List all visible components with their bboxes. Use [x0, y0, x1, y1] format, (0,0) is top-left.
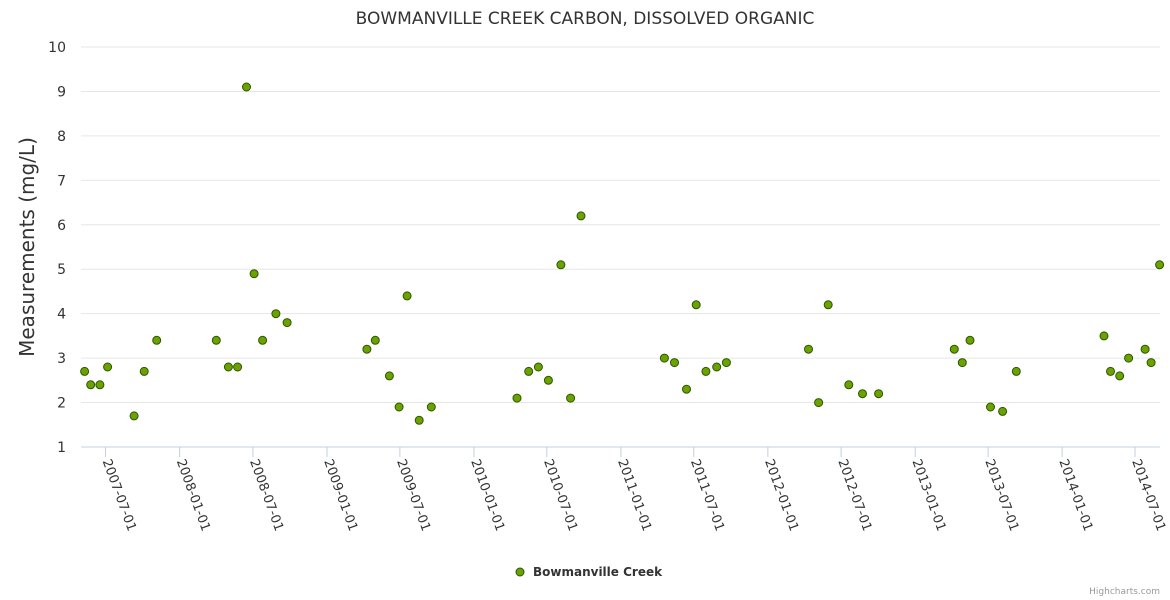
data-point[interactable]	[223, 362, 233, 372]
data-point[interactable]	[86, 380, 96, 390]
data-point[interactable]	[682, 384, 691, 394]
data-point[interactable]	[384, 371, 394, 381]
x-tick-label: 2008-01-01	[173, 457, 213, 533]
data-point[interactable]	[139, 366, 149, 376]
data-point[interactable]	[1099, 331, 1109, 341]
data-point[interactable]	[258, 335, 268, 345]
data-point[interactable]	[402, 291, 412, 301]
y-tick-label: 2	[57, 396, 66, 412]
x-tick-label: 2009-01-01	[320, 457, 360, 533]
data-point[interactable]	[712, 362, 722, 372]
legend-marker	[515, 567, 525, 577]
data-point[interactable]	[844, 380, 854, 390]
data-point[interactable]	[152, 335, 162, 345]
data-point[interactable]	[103, 362, 113, 372]
data-point[interactable]	[721, 358, 731, 368]
data-point[interactable]	[576, 211, 586, 221]
data-point[interactable]	[282, 318, 292, 328]
chart-title: BOWMANVILLE CREEK CARBON, DISSOLVED ORGA…	[356, 9, 815, 29]
data-point[interactable]	[670, 358, 679, 368]
y-tick-label: 3	[57, 351, 66, 367]
grid-lines	[81, 46, 1160, 448]
x-tick-label: 2010-07-01	[540, 457, 580, 533]
data-point[interactable]	[271, 309, 281, 319]
x-tick-label: 2011-07-01	[687, 457, 727, 533]
data-point[interactable]	[949, 344, 959, 354]
data-point[interactable]	[512, 393, 522, 403]
data-points	[80, 82, 1165, 425]
data-point[interactable]	[249, 269, 259, 279]
y-tick-label: 4	[57, 307, 66, 323]
y-tick-label: 8	[57, 129, 66, 145]
data-point[interactable]	[965, 335, 975, 345]
data-point[interactable]	[1124, 353, 1134, 363]
data-point[interactable]	[533, 362, 543, 372]
data-point[interactable]	[858, 389, 867, 399]
x-tick-label: 2009-07-01	[393, 457, 433, 533]
data-point[interactable]	[543, 375, 553, 385]
x-tick-label: 2013-07-01	[981, 457, 1021, 533]
data-point[interactable]	[804, 344, 813, 354]
data-point[interactable]	[1155, 260, 1165, 270]
legend-label[interactable]: Bowmanville Creek	[533, 565, 663, 579]
data-point[interactable]	[957, 358, 967, 368]
data-point[interactable]	[1106, 366, 1115, 376]
data-point[interactable]	[874, 389, 884, 399]
x-tick-label: 2011-01-01	[614, 457, 654, 533]
y-tick-label: 5	[57, 262, 66, 278]
x-tick-label: 2010-01-01	[467, 457, 507, 533]
y-tick-label: 9	[57, 84, 66, 100]
data-point[interactable]	[986, 402, 995, 412]
x-axis: 2007-07-01 2008-01-01 2008-07-01 2009-01-01…	[99, 447, 1168, 533]
data-point[interactable]	[394, 402, 404, 412]
data-point[interactable]	[233, 362, 243, 372]
data-point[interactable]	[129, 411, 139, 421]
x-tick-label: 2012-07-01	[834, 457, 874, 533]
y-tick-label: 1	[57, 440, 66, 456]
x-tick-label: 2012-01-01	[761, 457, 801, 533]
data-point[interactable]	[814, 398, 824, 408]
data-point[interactable]	[370, 335, 380, 345]
data-point[interactable]	[426, 402, 436, 412]
x-tick-label: 2008-07-01	[246, 457, 286, 533]
data-point[interactable]	[211, 335, 221, 345]
data-point[interactable]	[1140, 344, 1150, 354]
data-point[interactable]	[242, 82, 251, 92]
y-tick-label: 10	[48, 40, 66, 56]
x-tick-label: 2014-07-01	[1128, 457, 1168, 533]
y-tick-label: 7	[57, 173, 66, 189]
x-tick-label: 2013-01-01	[908, 457, 948, 533]
highcharts-credit[interactable]: Highcharts.com	[1089, 587, 1160, 597]
data-point[interactable]	[1146, 358, 1156, 368]
data-point[interactable]	[659, 353, 669, 363]
data-point[interactable]	[556, 260, 566, 270]
data-point[interactable]	[524, 366, 534, 376]
data-point[interactable]	[1115, 371, 1125, 381]
legend[interactable]: Bowmanville Creek	[515, 565, 663, 579]
data-point[interactable]	[691, 300, 701, 310]
y-axis-ticks: 1 2 3 4 5 6 7 8 9 10	[48, 40, 66, 456]
data-point[interactable]	[414, 415, 424, 425]
data-point[interactable]	[998, 406, 1008, 416]
data-point[interactable]	[95, 380, 105, 390]
data-point[interactable]	[823, 300, 833, 310]
y-tick-label: 6	[57, 218, 66, 234]
data-point[interactable]	[566, 393, 576, 403]
x-tick-label: 2014-01-01	[1055, 457, 1095, 533]
data-point[interactable]	[1011, 366, 1021, 376]
y-axis-label: Measurements (mg/L)	[15, 137, 39, 357]
data-point[interactable]	[362, 344, 372, 354]
data-point[interactable]	[80, 366, 90, 376]
x-tick-label: 2007-07-01	[99, 457, 139, 533]
data-point[interactable]	[701, 366, 711, 376]
